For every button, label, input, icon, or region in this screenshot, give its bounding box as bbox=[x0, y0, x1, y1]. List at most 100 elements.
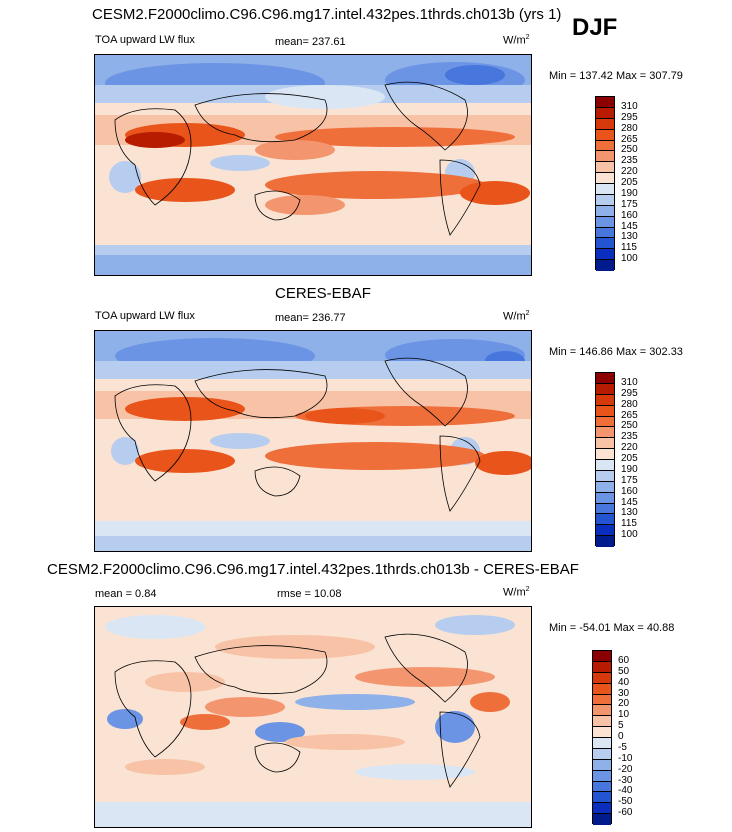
colorbar-swatch bbox=[593, 716, 611, 728]
colorbar-swatch bbox=[596, 151, 614, 163]
colorbar-swatch bbox=[596, 97, 614, 108]
colorbar-tick-label: 10 bbox=[618, 709, 630, 721]
panel3-colorbar bbox=[592, 650, 612, 825]
colorbar-swatch bbox=[596, 383, 614, 395]
colorbar-tick-label: 100 bbox=[621, 529, 638, 541]
colorbar-swatch bbox=[596, 140, 614, 152]
colorbar-swatch bbox=[593, 694, 611, 706]
colorbar-tick-label: 115 bbox=[621, 518, 637, 530]
colorbar-swatch bbox=[596, 173, 614, 184]
colorbar-tick-label: 160 bbox=[621, 485, 638, 497]
colorbar-tick-label: 250 bbox=[621, 420, 638, 432]
colorbar-tick-label: -5 bbox=[618, 741, 627, 753]
colorbar-swatch bbox=[596, 216, 614, 228]
colorbar-tick-label: -60 bbox=[618, 807, 633, 819]
colorbar-tick-label: 145 bbox=[621, 496, 638, 508]
colorbar-swatch bbox=[596, 503, 614, 515]
colorbar-tick-label: -30 bbox=[618, 774, 633, 786]
panel3-rmse: rmse = 10.08 bbox=[277, 588, 342, 600]
colorbar-swatch bbox=[596, 394, 614, 406]
colorbar-tick-label: 220 bbox=[621, 442, 638, 454]
colorbar-tick-label: 295 bbox=[621, 387, 638, 399]
colorbar-swatch bbox=[596, 536, 614, 547]
colorbar-swatch bbox=[596, 238, 614, 250]
colorbar-swatch bbox=[596, 416, 614, 428]
colorbar-swatch bbox=[596, 449, 614, 460]
colorbar-swatch bbox=[593, 759, 611, 771]
panel3-field bbox=[95, 607, 531, 827]
colorbar-swatch bbox=[596, 184, 614, 195]
colorbar-tick-label: 30 bbox=[618, 687, 630, 699]
colorbar-swatch bbox=[596, 514, 614, 526]
colorbar-swatch bbox=[596, 492, 614, 504]
colorbar-tick-label: -20 bbox=[618, 763, 633, 775]
panel1-minmax: Min = 137.42 Max = 307.79 bbox=[549, 70, 683, 82]
colorbar-swatch bbox=[596, 107, 614, 119]
colorbar-tick-label: 40 bbox=[618, 676, 630, 688]
colorbar-tick-label: 220 bbox=[621, 166, 638, 178]
panel2-units: W/m2 bbox=[503, 310, 530, 323]
colorbar-tick-label: 20 bbox=[618, 698, 630, 710]
colorbar-swatch bbox=[596, 405, 614, 417]
panel1-field bbox=[95, 55, 531, 275]
colorbar-swatch bbox=[596, 194, 614, 206]
colorbar-tick-label: -50 bbox=[618, 796, 633, 808]
panel2-field bbox=[95, 331, 531, 551]
panel1-mean: mean= 237.61 bbox=[275, 36, 346, 48]
colorbar-swatch bbox=[593, 792, 611, 804]
colorbar-swatch bbox=[596, 427, 614, 439]
colorbar-tick-label: 130 bbox=[621, 231, 638, 243]
colorbar-tick-label: -10 bbox=[618, 752, 633, 764]
colorbar-tick-label: 100 bbox=[621, 253, 638, 265]
colorbar-swatch bbox=[593, 661, 611, 673]
panel1-variable: TOA upward LW flux bbox=[95, 34, 195, 46]
colorbar-tick-label: 160 bbox=[621, 209, 638, 221]
colorbar-tick-label: 205 bbox=[621, 453, 638, 464]
colorbar-swatch bbox=[593, 683, 611, 695]
panel1-units: W/m2 bbox=[503, 34, 530, 47]
colorbar-swatch bbox=[596, 227, 614, 239]
colorbar-swatch bbox=[593, 814, 611, 825]
colorbar-tick-label: 265 bbox=[621, 409, 638, 421]
colorbar-tick-label: -40 bbox=[618, 785, 633, 797]
colorbar-tick-label: 130 bbox=[621, 507, 638, 519]
colorbar-swatch bbox=[596, 470, 614, 482]
colorbar-swatch bbox=[593, 672, 611, 684]
colorbar-tick-label: 310 bbox=[621, 376, 638, 388]
colorbar-tick-label: 235 bbox=[621, 155, 638, 167]
colorbar-swatch bbox=[596, 460, 614, 471]
colorbar-tick-label: 50 bbox=[618, 665, 630, 677]
panel3-title: CESM2.F2000climo.C96.C96.mg17.intel.432p… bbox=[47, 561, 579, 578]
colorbar-tick-label: 205 bbox=[621, 177, 638, 188]
colorbar-swatch bbox=[596, 525, 614, 537]
colorbar-tick-label: 295 bbox=[621, 111, 638, 123]
colorbar-swatch bbox=[593, 727, 611, 738]
panel3-mean: mean = 0.84 bbox=[95, 588, 157, 600]
colorbar-swatch bbox=[593, 770, 611, 782]
panel2-colorbar bbox=[595, 372, 615, 547]
panel3-map bbox=[94, 606, 532, 828]
panel2-variable: TOA upward LW flux bbox=[95, 310, 195, 322]
colorbar-tick-label: 60 bbox=[618, 654, 630, 666]
colorbar-swatch bbox=[596, 373, 614, 384]
colorbar-swatch bbox=[593, 748, 611, 760]
season-label: DJF bbox=[572, 14, 618, 41]
colorbar-tick-label: 280 bbox=[621, 122, 638, 134]
colorbar-tick-label: 115 bbox=[621, 242, 637, 254]
colorbar-tick-label: 235 bbox=[621, 431, 638, 443]
colorbar-tick-label: 0 bbox=[618, 731, 624, 742]
panel1-map bbox=[94, 54, 532, 276]
panel2-minmax: Min = 146.86 Max = 302.33 bbox=[549, 346, 683, 358]
colorbar-swatch bbox=[596, 249, 614, 261]
colorbar-tick-label: 190 bbox=[621, 463, 638, 475]
colorbar-tick-label: 190 bbox=[621, 187, 638, 199]
colorbar-tick-label: 175 bbox=[621, 198, 638, 210]
colorbar-swatch bbox=[593, 803, 611, 815]
colorbar-swatch bbox=[596, 129, 614, 141]
panel1-colorbar bbox=[595, 96, 615, 271]
colorbar-swatch bbox=[593, 738, 611, 749]
panel2-title: CERES-EBAF bbox=[275, 285, 371, 302]
panel3-units: W/m2 bbox=[503, 586, 530, 599]
colorbar-swatch bbox=[593, 651, 611, 662]
colorbar-swatch bbox=[596, 205, 614, 217]
